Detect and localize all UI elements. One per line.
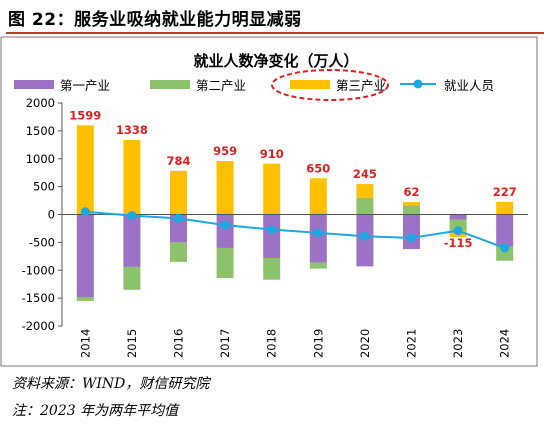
bar-第一产业-2021 xyxy=(403,214,420,250)
source-note: 资料来源：WIND，财信研究院 xyxy=(12,376,210,392)
y-axis: 2000 1500 1000 500 0 -500 -1000 -1500 -2000 xyxy=(22,96,63,333)
bar-第三产业-2020 xyxy=(356,184,374,198)
y-tick-label: 2000 xyxy=(26,96,55,110)
x-tick-label: 2018 xyxy=(265,329,279,358)
footnote: 注：2023 年为两年平均值 xyxy=(12,403,179,419)
point-就业人员 xyxy=(80,207,90,217)
bar-第一产业-2024 xyxy=(496,214,514,247)
point-就业人员 xyxy=(313,228,323,238)
bar-第二产业-2020 xyxy=(356,197,374,215)
point-就业人员 xyxy=(453,226,463,236)
legend: 第一产业 第二产业 第三产业 就业人员 xyxy=(14,69,494,101)
bar-第二产业-2015 xyxy=(123,266,141,290)
legend-marker-就业人员 xyxy=(413,79,423,89)
bar-第一产业-2014 xyxy=(76,214,94,298)
point-就业人员 xyxy=(127,211,137,221)
legend-label: 第三产业 xyxy=(336,78,386,93)
x-axis: 2014 2015 2016 2017 2018 2019 2020 2021 2023 2024 xyxy=(62,214,528,358)
point-就业人员 xyxy=(267,225,277,235)
legend-label: 就业人员 xyxy=(444,78,494,93)
bar-第三产业-2016 xyxy=(170,170,187,215)
bar-第二产业-2021 xyxy=(403,205,420,215)
bar-第一产业-2018 xyxy=(263,214,281,258)
x-tick-label: 2017 xyxy=(218,329,232,358)
line-就业人员 xyxy=(85,210,506,249)
data-label: 1338 xyxy=(116,123,148,137)
bar-第三产业-2024 xyxy=(496,201,514,215)
chart-frame xyxy=(0,36,538,367)
data-label: 784 xyxy=(166,154,190,168)
bar-第三产业-2018 xyxy=(263,163,281,215)
bar-第三产业-2021 xyxy=(403,202,420,206)
y-tick-label: 1500 xyxy=(26,124,55,138)
y-tick-label: 1000 xyxy=(26,152,55,166)
x-tick-label: 2024 xyxy=(498,329,512,358)
data-label: 910 xyxy=(260,147,284,161)
bar-第二产业-2024 xyxy=(496,246,514,261)
y-tick-label: 500 xyxy=(33,180,55,194)
bar-第一产业-2023 xyxy=(449,214,467,220)
x-tick-label: 2016 xyxy=(172,329,186,358)
data-label: 1599 xyxy=(69,108,101,122)
bar-第二产业-2016 xyxy=(170,242,187,262)
bar-第一产业-2016 xyxy=(170,214,187,243)
x-tick-label: 2021 xyxy=(405,329,419,358)
total-line xyxy=(80,207,510,253)
x-tick-label: 2019 xyxy=(311,329,325,358)
title-rule xyxy=(6,32,544,34)
point-就业人员 xyxy=(500,243,510,253)
y-tick-label: -1500 xyxy=(22,291,55,305)
y-tick-label: 0 xyxy=(48,208,55,222)
bar-第一产业-2017 xyxy=(216,214,234,248)
data-label: 959 xyxy=(213,144,237,158)
y-tick-label: -1000 xyxy=(22,263,55,277)
legend-swatch-第一产业 xyxy=(14,80,54,89)
data-label: 245 xyxy=(353,167,377,181)
legend-label: 第一产业 xyxy=(60,78,110,93)
bar-第三产业-2015 xyxy=(123,139,141,215)
data-label: -115 xyxy=(444,236,473,250)
bar-第二产业-2018 xyxy=(263,257,281,280)
point-就业人员 xyxy=(220,220,230,230)
bar-第二产业-2014 xyxy=(76,297,94,301)
bar-第三产业-2019 xyxy=(309,178,327,215)
legend-swatch-第二产业 xyxy=(150,80,190,89)
y-tick-label: -2000 xyxy=(22,319,55,333)
bar-第二产业-2019 xyxy=(309,262,327,269)
y-tick-label: -500 xyxy=(29,235,55,249)
chart: 就业人数净变化（万人） 第一产业 第二产业 第三产业 就业人员 2000 1500 100… xyxy=(0,36,538,367)
bar-第三产业-2014 xyxy=(76,125,94,215)
legend-highlight-ellipse xyxy=(271,69,389,101)
bar-第三产业-2017 xyxy=(216,161,234,215)
point-就业人员 xyxy=(360,231,370,241)
x-tick-label: 2014 xyxy=(78,329,92,358)
figure-title: 图 22：服务业吸纳就业能力明显减弱 xyxy=(8,10,302,30)
legend-swatch-第三产业 xyxy=(290,80,330,89)
bars xyxy=(76,125,514,301)
point-就业人员 xyxy=(407,233,416,243)
data-labels: 1599 1338 784 959 910 650 245 62 -115 227 xyxy=(69,108,516,250)
legend-label: 第二产业 xyxy=(196,78,246,93)
data-label: 650 xyxy=(306,161,330,175)
point-就业人员 xyxy=(174,213,183,223)
bar-第二产业-2023 xyxy=(449,219,467,231)
x-tick-label: 2015 xyxy=(125,329,139,358)
bar-第一产业-2019 xyxy=(309,214,327,263)
data-label: 227 xyxy=(493,185,517,199)
chart-title: 就业人数净变化（万人） xyxy=(193,52,358,70)
x-tick-label: 2020 xyxy=(358,329,372,358)
x-tick-label: 2023 xyxy=(451,329,465,358)
bar-第二产业-2017 xyxy=(216,247,234,279)
bar-第一产业-2015 xyxy=(123,214,141,267)
data-label: 62 xyxy=(403,185,419,199)
